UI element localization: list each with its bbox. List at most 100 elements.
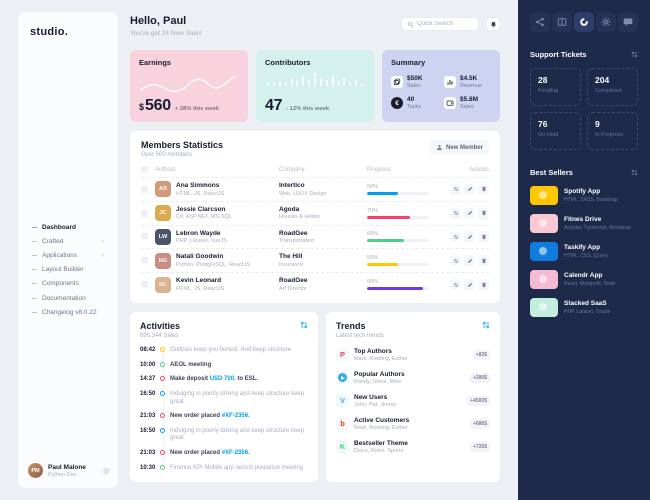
seller-item[interactable]: Spotify App HTML, SASS, Bootstrap xyxy=(530,186,638,205)
edit-action-button[interactable] xyxy=(464,279,475,291)
sidebar-item-components[interactable]: Components xyxy=(18,277,118,291)
sliders-icon xyxy=(453,282,459,288)
table-row: AS Ana Simmons HTML, JS, ReactJS Intertic… xyxy=(141,177,489,201)
sidebar-item-crafted[interactable]: Crafted › xyxy=(18,234,118,248)
delete-action-button[interactable] xyxy=(478,183,489,195)
row-checkbox[interactable] xyxy=(141,257,148,265)
summary-title: Summary xyxy=(391,58,426,67)
settings-action-button[interactable] xyxy=(450,255,461,267)
summary-label: Revenue xyxy=(460,83,483,89)
company-sector: Houses & Hotels xyxy=(279,214,320,221)
seller-subtitle: PHP, Laravel, Oracle xyxy=(564,309,611,315)
delete-action-button[interactable] xyxy=(478,255,489,267)
sliders-icon xyxy=(453,210,459,216)
dashboard-widgets-button[interactable] xyxy=(574,12,594,32)
seller-item[interactable]: Taskify App HTML, CSS, jQuery xyxy=(530,242,638,261)
timeline-item: 10:30 Finance KPI Mobile app launch prepa… xyxy=(140,464,308,473)
delete-action-button[interactable] xyxy=(478,207,489,219)
search-input[interactable] xyxy=(417,21,473,27)
search-box[interactable] xyxy=(401,17,479,31)
trend-item[interactable]: P Top Authors Mark, Rowling, Esther +82$ xyxy=(336,347,490,362)
edit-action-button[interactable] xyxy=(464,255,475,267)
trend-item[interactable]: Popular Authors Randy, Steve, Mike +280$ xyxy=(336,371,490,385)
best-sellers-menu-icon[interactable] xyxy=(631,169,638,176)
members-statistics-card: Members Statistics Over 500 members New … xyxy=(130,131,500,303)
columns-icon xyxy=(557,17,567,27)
row-checkbox[interactable] xyxy=(141,185,148,193)
trend-subtitle: Mark, Rowling, Esther xyxy=(354,425,408,431)
sidebar-item-layout-builder[interactable]: Layout Builder xyxy=(18,263,118,277)
activity-text: Make deposit xyxy=(170,376,209,383)
activity-link[interactable]: #XF-2356. xyxy=(221,413,250,420)
settings-button[interactable] xyxy=(596,12,616,32)
trend-item[interactable]: K Bestseller Theme Disco, Retro, Sports +… xyxy=(336,440,490,454)
new-member-button[interactable]: New Member xyxy=(429,140,489,155)
row-checkbox[interactable] xyxy=(141,233,148,241)
activities-menu-icon[interactable] xyxy=(300,321,308,329)
author-name[interactable]: Lebron Wayde xyxy=(176,229,221,237)
settings-action-button[interactable] xyxy=(450,183,461,195)
ticket-tile-on-hold: 76 On Hold xyxy=(530,112,581,150)
ticket-tile-in-progress: 9 In Progress xyxy=(587,112,638,150)
earnings-card: Earnings $560 + 28% this week xyxy=(130,50,248,122)
sidebar-item-applications[interactable]: Applications › xyxy=(18,248,118,262)
pencil-icon xyxy=(467,282,473,288)
trend-item[interactable]: V New Users John, Pat, Jimmy +4500$ xyxy=(336,394,490,408)
edit-action-button[interactable] xyxy=(464,183,475,195)
row-checkbox[interactable] xyxy=(141,209,148,217)
activity-text: Outlines keep you honest. And keep struc… xyxy=(170,347,292,353)
progress-bar xyxy=(367,287,429,291)
author-skills: HTML, JS, ReactJS xyxy=(176,285,225,292)
seller-title: Stacked SaaS xyxy=(564,300,607,307)
edit-action-button[interactable] xyxy=(464,231,475,243)
sidebar-nav: Dashboard Crafted › Applications › Layout … xyxy=(18,220,118,319)
trends-menu-icon[interactable] xyxy=(482,321,490,329)
sidebar-item-label: Components xyxy=(42,280,79,288)
seller-item[interactable]: Stacked SaaS PHP, Laravel, Oracle xyxy=(530,298,638,317)
sidebar-item-changelog[interactable]: Changelog v8.0.22 xyxy=(18,305,118,319)
trend-title: Top Authors xyxy=(354,347,392,355)
notifications-button[interactable] xyxy=(486,17,500,31)
activity-time: 10:30 xyxy=(140,464,156,471)
company-sector: Transportation xyxy=(279,238,315,245)
sidebar-item-dashboard[interactable]: Dashboard xyxy=(18,220,118,234)
author-name[interactable]: Kevin Leonard xyxy=(176,277,222,285)
edit-action-button[interactable] xyxy=(464,207,475,219)
activity-link[interactable]: USD 700. xyxy=(209,376,236,383)
app-logo[interactable]: studio. xyxy=(30,26,69,38)
dash-icon xyxy=(32,297,37,299)
select-all-checkbox[interactable] xyxy=(141,166,148,173)
panel-toolbar xyxy=(530,12,638,32)
wallet-icon xyxy=(444,97,456,109)
activity-text: AEOL meeting xyxy=(170,361,212,368)
user-settings-gear-icon[interactable] xyxy=(102,467,110,475)
author-name[interactable]: Natali Goodwin xyxy=(176,253,224,261)
author-name[interactable]: Ana Simmons xyxy=(176,182,220,190)
activity-link[interactable]: #XF-2356. xyxy=(221,450,250,457)
delete-action-button[interactable] xyxy=(478,231,489,243)
settings-action-button[interactable] xyxy=(450,231,461,243)
sidebar-item-documentation[interactable]: Documentation xyxy=(18,291,118,305)
product-thumbnail xyxy=(530,214,558,233)
delete-action-button[interactable] xyxy=(478,279,489,291)
ticket-value: 76 xyxy=(538,119,548,129)
row-checkbox[interactable] xyxy=(141,281,148,289)
seller-item[interactable]: Fitnes Drive Angular, Typescript, Bootstr… xyxy=(530,214,638,233)
layout-button[interactable] xyxy=(552,12,572,32)
settings-action-button[interactable] xyxy=(450,279,461,291)
company-name: Intertico xyxy=(279,182,305,190)
seller-item[interactable]: Calendr App React, Mongodb, Node xyxy=(530,270,638,289)
company-name: RoadGee xyxy=(279,277,308,285)
settings-action-button[interactable] xyxy=(450,207,461,219)
trend-item[interactable]: b Active Customers Mark, Rowling, Esther … xyxy=(336,417,490,431)
messages-button[interactable] xyxy=(618,12,638,32)
author-name[interactable]: Jessie Clarcson xyxy=(176,205,226,213)
table-header-row: Authors Company Progress Actions xyxy=(141,166,489,177)
table-row: KL Kevin Leonard HTML, JS, ReactJS RoadGe… xyxy=(141,272,489,296)
dash-icon xyxy=(32,311,37,313)
support-tickets-menu-icon[interactable] xyxy=(631,51,638,58)
share-button[interactable] xyxy=(530,12,550,32)
best-sellers-header: Best Sellers xyxy=(530,168,638,177)
contributors-bar-chart xyxy=(265,72,365,86)
timeline-item: 08:42 Outlines keep you honest. And keep … xyxy=(140,347,308,355)
